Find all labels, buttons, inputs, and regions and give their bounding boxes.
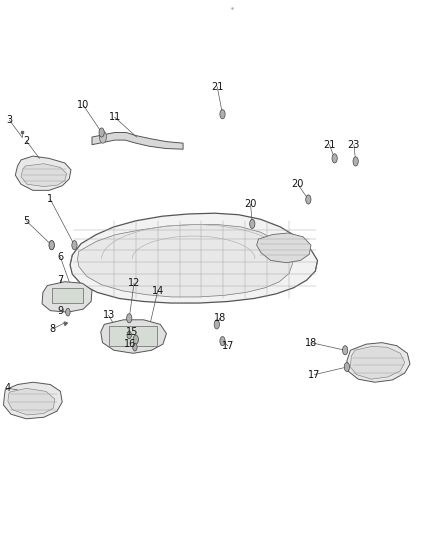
Text: 13: 13 [102,310,115,320]
Polygon shape [347,343,410,382]
Text: 10: 10 [77,100,89,110]
Text: 1: 1 [47,195,53,205]
Text: 5: 5 [23,216,29,226]
Polygon shape [70,213,318,303]
Bar [52,288,83,303]
Text: 7: 7 [57,275,64,285]
Polygon shape [42,282,92,312]
Circle shape [99,131,106,143]
Text: 18: 18 [214,313,226,324]
Circle shape [220,336,225,346]
Polygon shape [78,224,293,297]
Circle shape [49,240,54,250]
Text: 17: 17 [308,369,321,379]
Text: 12: 12 [128,278,140,288]
Circle shape [133,335,138,344]
Text: 23: 23 [348,140,360,150]
Text: 15: 15 [126,327,138,337]
Polygon shape [350,346,405,379]
Circle shape [250,219,255,229]
Text: 9: 9 [57,305,64,316]
Polygon shape [92,133,183,149]
Text: 2: 2 [23,136,29,146]
Text: 11: 11 [109,112,121,122]
Circle shape [344,362,350,372]
Circle shape [72,240,77,250]
Text: 21: 21 [323,140,336,150]
Circle shape [353,157,358,166]
Text: 18: 18 [305,337,317,348]
Circle shape [343,346,348,355]
Circle shape [127,331,131,339]
Bar [109,326,157,346]
Text: 14: 14 [152,286,164,296]
Text: 6: 6 [57,252,64,262]
Circle shape [49,240,54,250]
Text: 20: 20 [292,179,304,189]
Polygon shape [4,382,62,419]
Circle shape [133,343,137,351]
Circle shape [66,309,70,316]
Circle shape [220,110,225,119]
Text: 4: 4 [5,383,11,393]
Text: 20: 20 [244,199,257,209]
Polygon shape [8,389,55,415]
Text: 3: 3 [7,115,13,125]
Polygon shape [21,164,67,187]
Polygon shape [15,156,71,190]
Circle shape [99,128,104,137]
Polygon shape [101,320,166,353]
Circle shape [214,320,219,329]
Text: 17: 17 [222,341,234,351]
Circle shape [332,154,337,163]
Circle shape [127,314,132,323]
Text: 21: 21 [211,82,223,92]
Text: 8: 8 [49,324,56,334]
Circle shape [306,195,311,204]
Polygon shape [257,233,311,263]
Text: 16: 16 [124,339,136,349]
